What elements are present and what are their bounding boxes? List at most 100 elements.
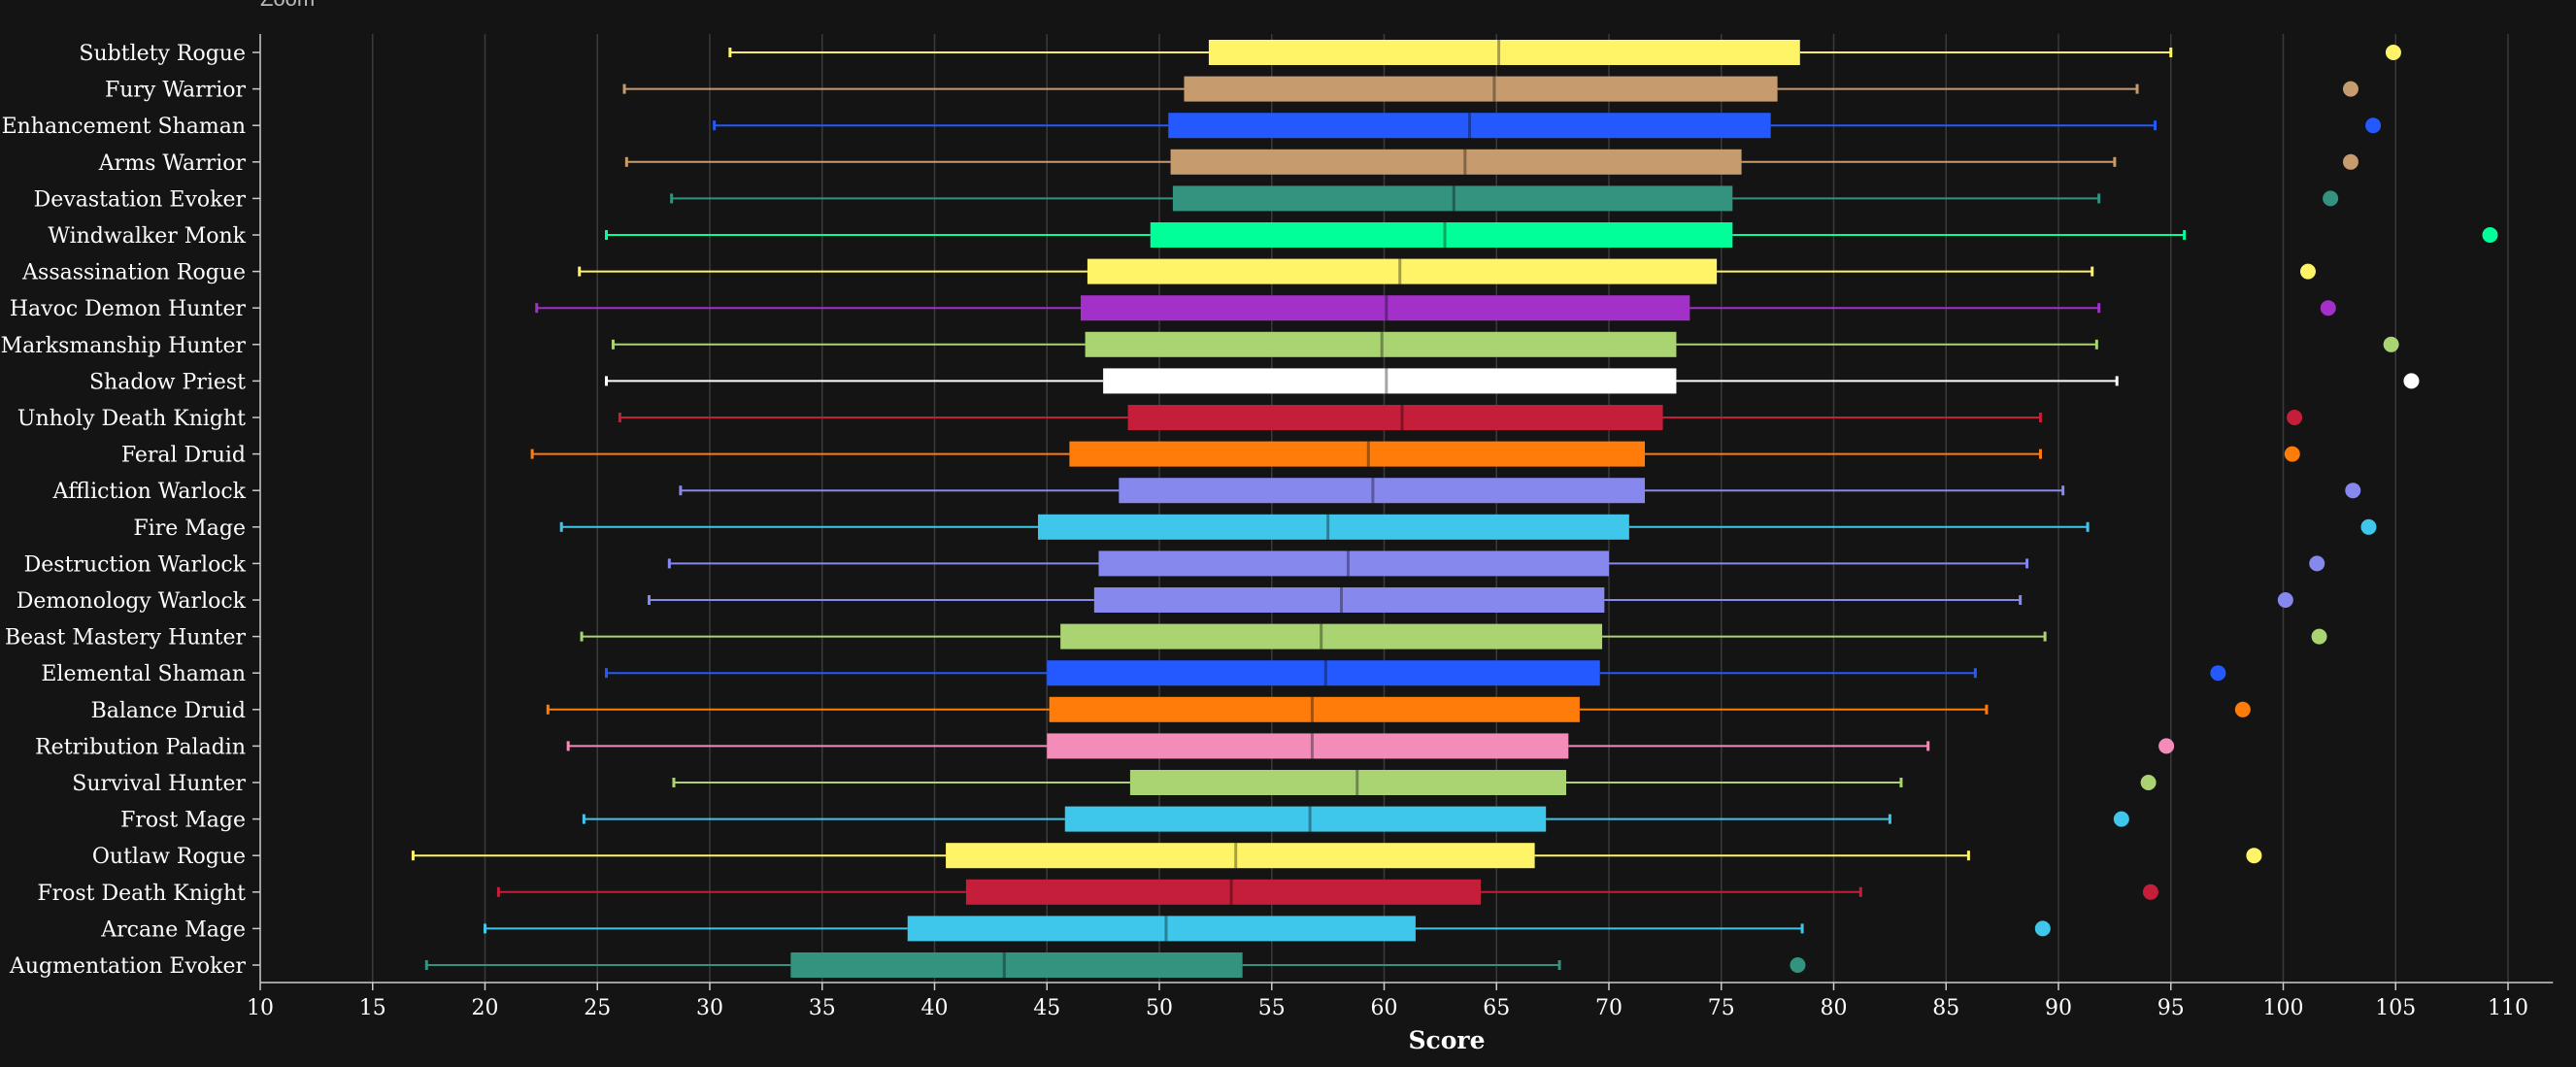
- outlier-point: [2034, 920, 2051, 937]
- box-iqr: [1085, 331, 1677, 357]
- outlier-point: [2299, 263, 2316, 280]
- y-category-label: Elemental Shaman: [41, 662, 246, 686]
- y-category-label: Marksmanship Hunter: [1, 334, 247, 358]
- box-series: [411, 40, 2498, 978]
- box-plot-row: [605, 368, 2420, 394]
- x-tick-label: 90: [2045, 996, 2072, 1020]
- box-iqr: [1184, 76, 1778, 102]
- x-tick-label: 100: [2263, 996, 2304, 1020]
- outlier-point: [2323, 190, 2339, 207]
- box-iqr: [1129, 770, 1567, 795]
- x-tick-label: 20: [472, 996, 499, 1020]
- box-plot-row: [546, 696, 2251, 722]
- outlier-point: [2320, 300, 2336, 317]
- outlier-point: [2342, 81, 2359, 97]
- outlier-point: [2284, 446, 2300, 462]
- box-iqr: [1060, 623, 1603, 650]
- outlier-point: [2277, 592, 2293, 608]
- box-iqr: [1150, 222, 1733, 248]
- x-axis: 10 15 20 25 30 35 40 45 50 55 60 65 70 75 80 85 90 95 100 1…: [247, 34, 2554, 1020]
- outlier-point: [2210, 665, 2226, 682]
- outlier-point: [2158, 738, 2175, 754]
- y-category-label: Devastation Evoker: [34, 187, 247, 212]
- y-category-label: Assassination Rogue: [21, 261, 246, 285]
- box-iqr: [1037, 514, 1629, 540]
- outlier-point: [2309, 555, 2325, 572]
- outlier-point: [2342, 153, 2359, 170]
- outlier-point: [2234, 701, 2251, 717]
- box-plot-row: [728, 40, 2401, 65]
- x-tick-label: 50: [1146, 996, 1173, 1020]
- box-plot-row: [622, 76, 2359, 102]
- box-iqr: [790, 952, 1243, 978]
- box-plot-row: [670, 185, 2339, 212]
- box-plot-row: [559, 514, 2377, 540]
- y-category-label: Retribution Paladin: [35, 735, 246, 759]
- box-iqr: [1119, 478, 1646, 504]
- x-tick-label: 60: [1371, 996, 1398, 1020]
- box-iqr: [1093, 587, 1605, 613]
- outlier-point: [2345, 483, 2361, 499]
- y-category-label: Destruction Warlock: [24, 552, 247, 577]
- x-tick-label: 15: [359, 996, 386, 1020]
- box-plot-row: [647, 587, 2293, 613]
- box-plot-row: [578, 258, 2316, 284]
- x-tick-label: 105: [2375, 996, 2416, 1020]
- x-tick-label: 75: [1708, 996, 1735, 1020]
- box-iqr: [1087, 258, 1718, 284]
- y-category-label: Feral Druid: [121, 444, 246, 468]
- box-plot-row: [618, 405, 2303, 430]
- x-tick-label: 40: [921, 996, 949, 1020]
- box-plot-row: [535, 295, 2336, 321]
- y-category-label: Arms Warrior: [98, 151, 247, 176]
- outlier-point: [2403, 373, 2420, 389]
- box-plot-row: [566, 733, 2175, 759]
- box-plot-row: [605, 660, 2226, 686]
- x-tick-label: 95: [2158, 996, 2185, 1020]
- x-tick-label: 80: [1821, 996, 1848, 1020]
- grid-lines: [372, 34, 2509, 983]
- x-tick-label: 70: [1595, 996, 1623, 1020]
- outlier-point: [2383, 336, 2399, 352]
- outlier-point: [1790, 957, 1806, 973]
- outlier-point: [2360, 518, 2377, 535]
- box-iqr: [1064, 806, 1547, 832]
- box-iqr: [946, 843, 1535, 869]
- zoom-label[interactable]: Zoom: [260, 0, 315, 12]
- x-tick-label: 10: [247, 996, 274, 1020]
- box-plot-row: [530, 441, 2300, 467]
- y-category-label: Demonology Warlock: [17, 589, 247, 614]
- box-plot-row: [484, 916, 2051, 942]
- box-iqr: [1047, 660, 1600, 686]
- box-plot-row: [624, 149, 2359, 175]
- box-plot-row: [667, 550, 2325, 577]
- x-tick-label: 110: [2488, 996, 2528, 1020]
- box-iqr: [907, 916, 1416, 942]
- box-iqr: [1047, 733, 1569, 759]
- box-plot-row: [672, 770, 2157, 795]
- x-tick-label: 25: [584, 996, 611, 1020]
- y-category-label: Enhancement Shaman: [2, 115, 246, 139]
- box-iqr: [1069, 441, 1646, 467]
- outlier-point: [2140, 775, 2157, 790]
- outlier-point: [2113, 811, 2129, 827]
- box-plot-row: [582, 806, 2129, 832]
- box-iqr: [1049, 696, 1580, 722]
- x-tick-label: 30: [696, 996, 723, 1020]
- box-iqr: [1098, 550, 1609, 577]
- box-iqr: [1168, 113, 1771, 139]
- box-iqr: [1172, 185, 1733, 212]
- box-plot-row: [580, 623, 2327, 650]
- box-iqr: [965, 879, 1482, 905]
- outlier-point: [2311, 628, 2327, 645]
- box-iqr: [1170, 149, 1742, 175]
- outlier-point: [2385, 45, 2401, 60]
- box-plot-row: [605, 222, 2498, 248]
- box-plot-row: [496, 879, 2158, 905]
- box-plot-row: [713, 113, 2382, 139]
- box-iqr: [1080, 295, 1690, 321]
- x-tick-label: 85: [1932, 996, 1959, 1020]
- x-axis-label: Score: [1408, 1026, 1485, 1054]
